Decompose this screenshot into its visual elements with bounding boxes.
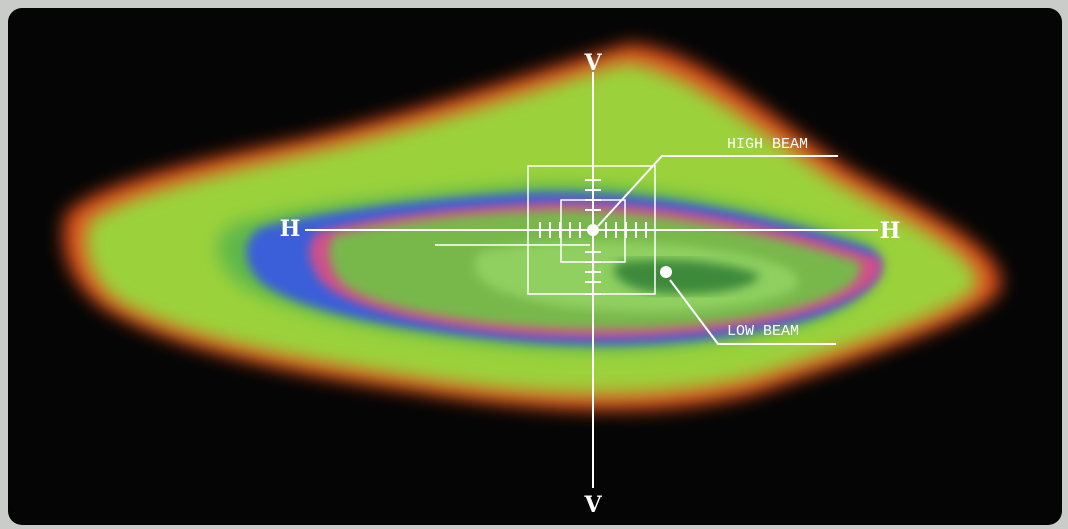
crosshair (305, 72, 878, 488)
tick-marks (539, 179, 647, 295)
low-beam-label: LOW BEAM (727, 323, 799, 340)
high-beam-leader (597, 155, 838, 227)
h-right-label: H (880, 218, 901, 244)
v-bottom-label: V (583, 492, 602, 518)
low-beam-leader (669, 279, 836, 345)
high-beam-label: HIGH BEAM (727, 136, 808, 153)
high-beam-point (587, 224, 599, 236)
light-distribution (63, 44, 1001, 411)
h-left-label: H (280, 216, 301, 242)
low-beam-point (660, 266, 672, 278)
v-top-label: V (583, 50, 602, 76)
